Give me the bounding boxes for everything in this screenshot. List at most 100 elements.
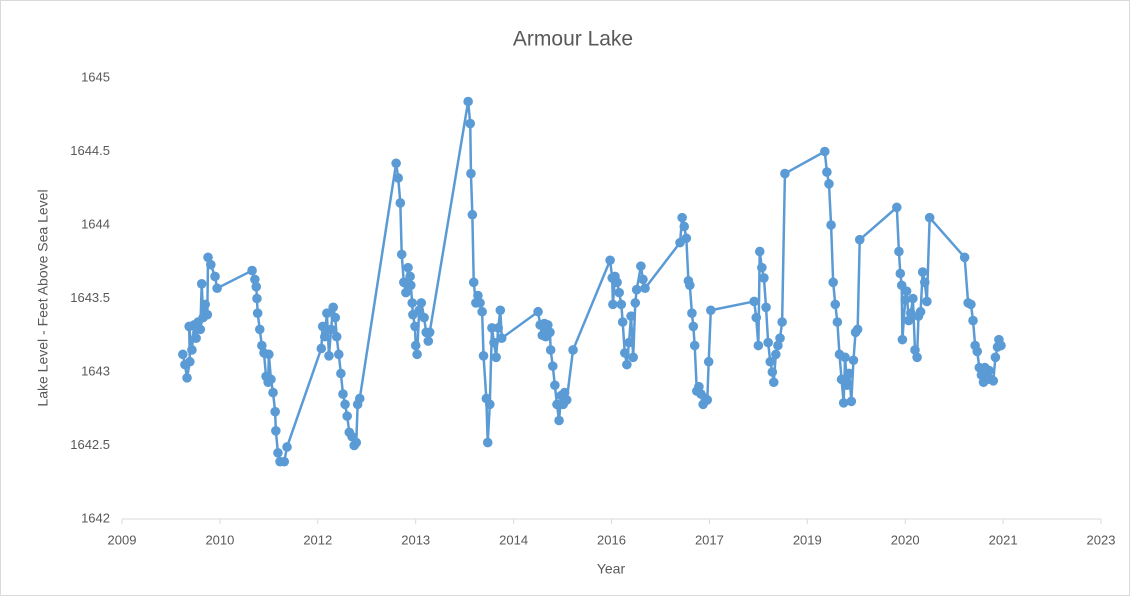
data-point [917, 267, 928, 277]
data-point [324, 351, 334, 361]
data-point [689, 340, 700, 351]
data-point [279, 456, 290, 467]
data-point [475, 298, 485, 308]
data-point [196, 279, 207, 289]
data-point [495, 305, 506, 316]
data-point [326, 324, 336, 335]
data-point [403, 262, 413, 273]
x-tick-label: 2016 [597, 532, 626, 547]
data-point [331, 331, 342, 342]
data-point [996, 340, 1006, 351]
data-point [840, 352, 850, 363]
data-point [533, 306, 543, 317]
data-point [354, 393, 365, 404]
data-point [351, 437, 362, 448]
data-point [824, 179, 834, 189]
chart-title: Armour Lake [513, 28, 633, 51]
data-point [832, 317, 843, 327]
data-point [773, 340, 783, 351]
data-point [252, 293, 262, 304]
data-point [210, 271, 220, 282]
data-point [624, 337, 634, 348]
data-point [247, 265, 257, 276]
data-point [753, 340, 764, 351]
data-point [271, 426, 281, 436]
data-point [473, 290, 483, 301]
data-point [467, 209, 478, 220]
data-point [919, 277, 930, 288]
data-point [848, 355, 859, 366]
data-point [478, 351, 489, 361]
x-tick-label: 2013 [401, 532, 430, 547]
data-point [554, 415, 564, 426]
x-tick-label: 2023 [1087, 532, 1116, 547]
data-point [465, 118, 476, 129]
data-point [405, 271, 415, 282]
data-point [636, 261, 646, 271]
data-point [842, 380, 852, 391]
data-point [619, 348, 630, 358]
data-point [202, 309, 213, 320]
data-point [761, 302, 771, 313]
data-point [614, 287, 624, 298]
data-point [901, 286, 912, 296]
data-point [466, 168, 476, 179]
y-tick-label: 1642.5 [70, 437, 110, 452]
data-point [559, 387, 570, 398]
data-point [630, 298, 641, 308]
data-point [330, 312, 341, 323]
x-tick-label: 2019 [793, 532, 822, 547]
data-point [550, 380, 560, 391]
data-point [763, 337, 773, 348]
data-point [852, 324, 863, 335]
data-point [410, 340, 421, 351]
data-point [903, 315, 914, 326]
data-point [489, 337, 499, 348]
data-point [915, 306, 926, 317]
data-point [407, 298, 418, 308]
data-point [988, 376, 999, 386]
y-tick-label: 1643 [81, 363, 110, 378]
data-point [463, 96, 473, 107]
data-point [282, 442, 292, 452]
data-point [895, 268, 906, 279]
data-point [561, 395, 572, 405]
data-point [416, 298, 427, 308]
data-point [912, 352, 922, 363]
data-point [826, 220, 836, 230]
data-point [396, 249, 407, 260]
x-tick-label: 2012 [303, 532, 332, 547]
data-point [322, 308, 332, 319]
y-axis-label: Lake Level - Feet Above Sea Level [35, 189, 51, 406]
data-point [640, 283, 650, 294]
data-point [406, 280, 416, 291]
data-point [317, 321, 328, 332]
data-point [688, 321, 699, 332]
data-point [922, 296, 932, 307]
data-point [908, 293, 918, 304]
data-point [568, 345, 578, 355]
data-point [424, 327, 435, 338]
data-point [959, 252, 970, 263]
data-point [401, 287, 411, 298]
data-point [984, 365, 994, 376]
data-point [477, 306, 487, 317]
data-point [187, 345, 197, 355]
data-point [990, 352, 1001, 363]
data-point [900, 295, 910, 305]
data-point [968, 315, 978, 326]
data-point [178, 349, 188, 360]
data-point [485, 399, 495, 410]
data-point [612, 277, 622, 288]
data-point [681, 233, 692, 244]
data-point [631, 284, 642, 295]
data-point [905, 308, 916, 319]
data-point [342, 411, 352, 421]
data-point [252, 308, 263, 319]
data-point [830, 299, 841, 310]
data-point [679, 221, 690, 232]
data-point [616, 299, 627, 310]
data-point [185, 356, 195, 367]
data-point [251, 281, 262, 292]
x-tick-label: 2009 [108, 532, 137, 547]
